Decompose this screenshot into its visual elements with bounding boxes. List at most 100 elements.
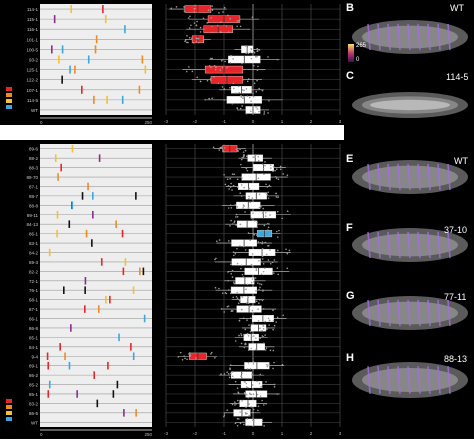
data-point [227, 207, 230, 209]
row-label: 89-70 [26, 175, 38, 180]
data-point [246, 48, 249, 50]
data-point [245, 393, 248, 396]
site-mark [81, 192, 84, 200]
data-point [273, 259, 276, 261]
data-point [255, 300, 258, 302]
site-mark [84, 305, 86, 313]
data-point [199, 31, 202, 33]
data-point [250, 217, 253, 219]
data-point [251, 419, 254, 422]
data-point [247, 335, 250, 337]
data-point [256, 56, 258, 58]
data-point [258, 299, 261, 301]
data-point [258, 206, 261, 209]
boxplot-tick-label: -1 [222, 119, 226, 124]
data-point [245, 382, 248, 385]
data-point [246, 418, 249, 420]
panel-label-c: C [346, 70, 354, 82]
data-point [266, 365, 269, 368]
site-mark [57, 173, 59, 181]
site-mark [63, 286, 65, 294]
boxplot-panel-bottom: -3 -2 -1 0 1 2 3 [160, 140, 344, 439]
site-mark [48, 380, 51, 389]
data-point [240, 158, 243, 161]
data-point [263, 425, 265, 427]
data-point [268, 223, 270, 225]
data-point [278, 229, 280, 232]
data-point [276, 210, 279, 213]
row-label: 88-8 [29, 203, 39, 208]
data-point [249, 330, 252, 333]
data-point [249, 239, 251, 242]
data-point [233, 254, 235, 257]
stripe-expression [417, 163, 421, 191]
data-point [196, 76, 198, 79]
stripe-expression [367, 231, 371, 259]
data-point [249, 368, 252, 370]
data-point [259, 241, 262, 244]
data-point [257, 308, 259, 310]
row-label: 84-2 [29, 250, 39, 255]
data-point [256, 221, 258, 224]
data-point [265, 347, 268, 349]
site-mark [141, 55, 144, 64]
site-map-panel-top: 114-1 115-1 116-1 101-1 100-5 93-2 125-1 122-2 1… [0, 0, 160, 125]
data-point [258, 87, 260, 90]
data-point [244, 45, 247, 47]
data-point [231, 269, 234, 272]
data-point [261, 89, 264, 92]
data-point [195, 37, 198, 40]
data-point [263, 242, 266, 244]
data-point [188, 27, 191, 29]
stripe-expression [447, 163, 451, 191]
site-mark [94, 45, 97, 54]
row-label: 101-1 [26, 37, 38, 42]
site-map-top-svg: 114-1 115-1 116-1 101-1 100-5 93-2 125-1 122-2 1… [6, 4, 152, 125]
data-point [223, 147, 226, 149]
data-point [237, 302, 240, 305]
data-point [229, 18, 232, 20]
stripe-expression [427, 299, 431, 327]
data-point [251, 373, 253, 376]
data-point [221, 292, 224, 294]
data-point [267, 364, 269, 366]
stripe-expression [407, 299, 411, 327]
data-point [263, 224, 266, 227]
data-point [251, 16, 254, 19]
data-point [266, 328, 268, 330]
site-mark [96, 399, 99, 408]
row-label: 83-1 [29, 241, 39, 246]
data-point [237, 85, 240, 88]
data-point [241, 89, 244, 91]
data-point [242, 97, 244, 100]
data-point [240, 163, 242, 166]
colorbar-min-label: 0 [356, 57, 360, 63]
data-point [195, 40, 198, 43]
data-point [225, 25, 228, 27]
data-point [276, 267, 279, 269]
data-point [236, 291, 238, 294]
data-point [249, 201, 252, 204]
data-point [229, 224, 231, 227]
stripe-expression [437, 23, 441, 51]
row-label: 86-2 [29, 373, 39, 378]
data-point [218, 239, 221, 241]
data-point [232, 82, 235, 85]
data-point [241, 157, 243, 159]
site-mark [76, 390, 78, 398]
data-point [277, 178, 280, 181]
data-point [267, 259, 270, 261]
data-point [236, 387, 239, 389]
data-point [218, 287, 220, 290]
stripe-expression [377, 163, 381, 191]
data-point [230, 207, 233, 209]
row-label: 69-3 [29, 260, 39, 265]
data-point [262, 290, 264, 292]
data-point [259, 337, 261, 339]
site-mark [105, 295, 107, 304]
data-point [252, 50, 255, 53]
panel-label-f: F [346, 222, 353, 234]
data-point [198, 41, 200, 44]
data-point [247, 386, 249, 389]
data-point [232, 282, 235, 284]
